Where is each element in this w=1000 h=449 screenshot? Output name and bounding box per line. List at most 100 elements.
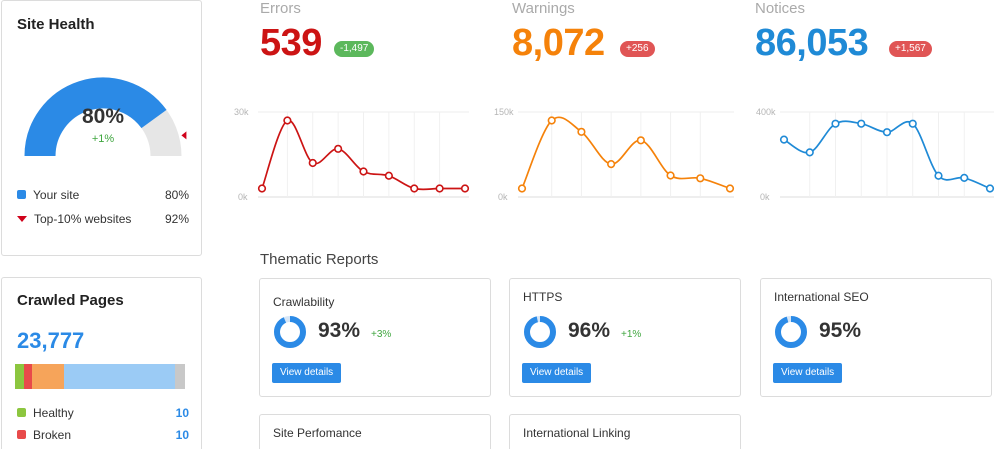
report-percent: 93%: [318, 319, 361, 342]
report-card-international-seo[interactable]: International SEO 95% View details: [760, 278, 992, 397]
legend-value: 10: [175, 406, 189, 420]
data-point-0: [257, 184, 267, 193]
metric-badge: -1,497: [334, 41, 375, 57]
y-bottom-label: 0k: [498, 192, 508, 202]
crawled-pages-title: Crawled Pages: [17, 292, 124, 309]
data-point-2: [577, 127, 586, 136]
warnings-chart: 150k 0k: [494, 107, 735, 202]
data-point-6: [934, 171, 943, 180]
data-point-2: [831, 119, 840, 128]
ring-fill: [524, 316, 556, 348]
legend-top10: Top-10% websites 92%: [17, 212, 189, 226]
site-health-percent: 80%: [81, 105, 125, 128]
report-card-https[interactable]: HTTPS 96% +1% View details: [509, 278, 741, 397]
legend-label: Your site: [33, 188, 80, 202]
data-point-4: [359, 167, 368, 176]
data-point-8: [985, 184, 995, 193]
metric-value: 8,072: [512, 22, 605, 64]
data-point-1: [283, 116, 292, 125]
data-point-4: [636, 136, 645, 145]
data-point-0: [779, 135, 789, 144]
data-point-7: [435, 184, 444, 193]
data-point-2: [308, 158, 317, 168]
view-details-button[interactable]: View details: [272, 363, 342, 383]
report-percent: 96%: [568, 319, 611, 342]
report-delta: +3%: [371, 329, 392, 340]
bar-segment-3: [64, 364, 175, 389]
y-top-label: 30k: [234, 107, 249, 117]
report-card-site-performance[interactable]: Site Perfomance: [259, 414, 491, 449]
gauge-fill: [24, 77, 167, 157]
metric-label: Notices: [755, 0, 806, 17]
data-point-6: [410, 184, 419, 193]
legend-label: Top-10% websites: [34, 212, 132, 226]
bar-segment-2: [32, 364, 65, 389]
report-title: International SEO: [774, 290, 869, 304]
data-point-8: [460, 184, 470, 193]
ring-fill: [274, 316, 306, 348]
crawled-pages-count: 23,777: [17, 328, 85, 353]
y-top-label: 400k: [756, 107, 776, 117]
data-point-4: [882, 128, 892, 137]
report-percent: 95%: [819, 319, 862, 342]
report-title: Site Perfomance: [273, 426, 362, 440]
crawlability-ring: [274, 316, 306, 348]
data-point-5: [666, 171, 675, 180]
legend-broken: Broken 10: [17, 428, 189, 442]
data-point-6: [696, 174, 705, 183]
top10-marker: [181, 131, 187, 140]
triangle-icon: [17, 215, 27, 222]
crawled-pages-bar: [15, 364, 185, 389]
metric-badge: +1,567: [889, 41, 932, 57]
metric-label: Warnings: [512, 0, 575, 17]
legend-value: 92%: [164, 212, 189, 226]
legend-value: 10: [175, 428, 189, 442]
data-point-1: [805, 148, 814, 157]
bar-segment-1: [23, 364, 32, 389]
legend-value: 80%: [164, 188, 189, 202]
site-health-card: Site Health 80% +1% Your site 80% Top-10…: [1, 0, 202, 256]
data-point-3: [857, 119, 866, 128]
errors-chart: 30k 0k: [234, 107, 470, 202]
view-details-button[interactable]: View details: [522, 363, 592, 383]
notices-chart: 400k 0k: [756, 107, 995, 202]
ring-fill: [775, 316, 807, 348]
thematic-reports-title: Thematic Reports: [260, 251, 379, 268]
data-point-7: [725, 184, 735, 193]
bar-segment-0: [15, 364, 24, 389]
data-point-0: [517, 184, 527, 193]
data-point-3: [607, 160, 616, 169]
your-site-swatch: [17, 190, 26, 200]
view-details-button[interactable]: View details: [773, 363, 843, 383]
bar-segment-4: [174, 364, 185, 389]
report-title: Crawlability: [273, 295, 335, 309]
broken-swatch: [17, 430, 26, 440]
data-point-3: [334, 144, 343, 153]
data-point-5: [384, 171, 393, 180]
report-delta: +1%: [621, 329, 642, 340]
site-health-gauge: [24, 77, 187, 157]
legend-your-site: Your site 80%: [17, 188, 189, 202]
metric-value: 539: [260, 22, 322, 64]
data-point-1: [547, 116, 556, 125]
y-bottom-label: 0k: [760, 192, 770, 202]
international-seo-ring: [775, 316, 807, 348]
report-title: International Linking: [523, 426, 631, 440]
metric-value: 86,053: [755, 22, 869, 64]
report-title: HTTPS: [523, 290, 563, 304]
crawled-pages-card: Crawled Pages 23,777 Healthy 10 Broken 1…: [1, 277, 202, 449]
metric-label: Errors: [260, 0, 301, 17]
site-health-delta: +1%: [91, 133, 115, 145]
legend-label: Healthy: [33, 406, 74, 420]
data-point-5: [908, 119, 917, 128]
https-ring: [524, 316, 556, 348]
metric-badge: +256: [620, 41, 655, 57]
y-bottom-label: 0k: [238, 192, 248, 202]
site-health-title: Site Health: [17, 16, 95, 33]
y-top-label: 150k: [494, 107, 514, 117]
legend-healthy: Healthy 10: [17, 406, 189, 420]
healthy-swatch: [17, 408, 26, 418]
report-card-crawlability[interactable]: Crawlability 93% +3% View details: [259, 278, 491, 397]
report-card-international-linking[interactable]: International Linking: [509, 414, 741, 449]
legend-label: Broken: [33, 428, 72, 442]
